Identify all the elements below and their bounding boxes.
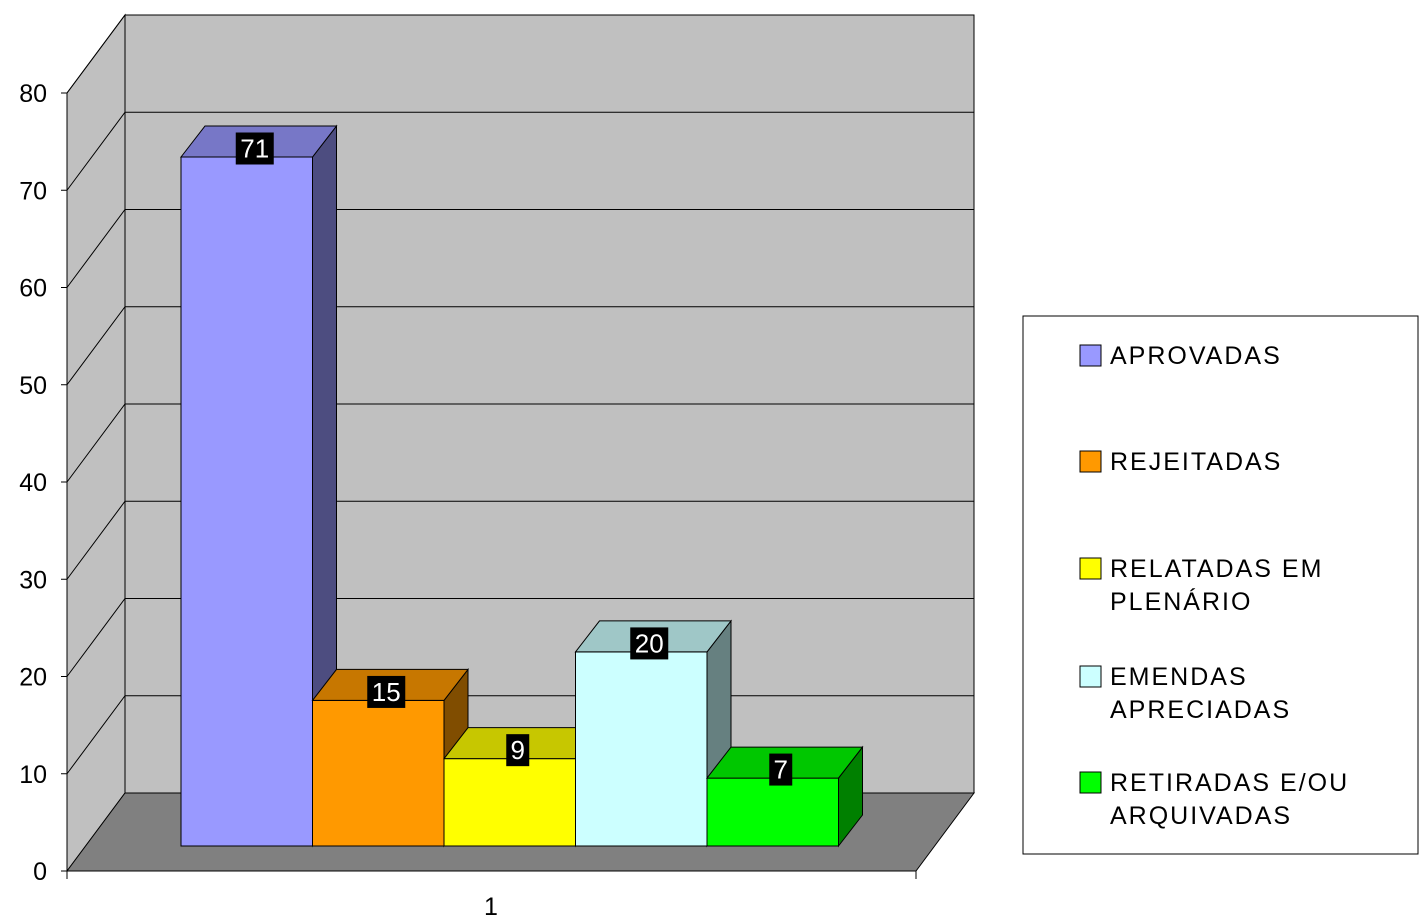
legend-label: RETIRADAS E/OU ARQUIVADAS — [1110, 769, 1349, 830]
legend-entry: REJEITADAS — [1079, 448, 1282, 476]
legend-entry: RELATADAS EM PLENÁRIO — [1079, 555, 1323, 616]
y-tick-label: 80 — [19, 80, 47, 108]
y-tick-label: 30 — [19, 566, 47, 594]
bar-front — [312, 699, 445, 847]
data-label-box — [769, 753, 793, 786]
gridline — [66, 209, 974, 288]
gridline — [66, 306, 974, 386]
legend-swatch — [1079, 771, 1102, 794]
y-tick-label: 0 — [33, 858, 47, 886]
legend: APROVADAS REJEITADAS RELATADAS EM PLENÁRIO E… — [1022, 315, 1419, 855]
y-tick-label: 50 — [19, 372, 47, 400]
legend-label: RELATADAS EM PLENÁRIO — [1110, 555, 1323, 616]
gridline — [66, 500, 974, 580]
legend-swatch — [1079, 344, 1102, 367]
data-label: 15 — [372, 677, 401, 707]
y-tick-label: 20 — [19, 664, 47, 692]
y-tick-label: 60 — [19, 275, 47, 303]
bar-retiradas-e-ou-arquivadas — [705, 745, 864, 848]
bar-front — [180, 156, 313, 847]
legend-label: EMENDAS APRECIADAS — [1110, 663, 1291, 724]
y-tick-label: 70 — [19, 177, 47, 205]
data-label-box — [506, 734, 530, 767]
x-tick-label: 1 — [484, 893, 498, 918]
legend-label: REJEITADAS — [1110, 448, 1282, 476]
data-label-box — [367, 675, 406, 708]
legend-swatch — [1079, 557, 1102, 580]
gridline — [66, 403, 974, 483]
bar-aprovadas — [179, 124, 338, 848]
gridline — [66, 14, 974, 94]
legend-entry: EMENDAS APRECIADAS — [1079, 663, 1291, 724]
legend-entry: APROVADAS — [1079, 342, 1282, 370]
bar-rejeitadas — [311, 667, 470, 848]
y-tick-label: 10 — [19, 761, 47, 789]
data-label: 20 — [635, 628, 664, 658]
data-label: 9 — [511, 735, 525, 765]
data-label-box — [235, 132, 274, 165]
gridline — [66, 598, 974, 677]
data-label-box — [630, 627, 669, 660]
legend-label: APROVADAS — [1110, 342, 1282, 370]
y-tick-label: 40 — [19, 469, 47, 497]
data-label: 7 — [774, 755, 788, 785]
bar-front — [706, 777, 839, 847]
gridline — [66, 111, 974, 191]
legend-swatch — [1079, 665, 1102, 688]
legend-swatch — [1079, 450, 1102, 473]
legend-entry: RETIRADAS E/OU ARQUIVADAS — [1079, 769, 1349, 830]
legend-box — [1022, 315, 1419, 855]
data-label: 71 — [240, 134, 269, 164]
bar-emendas-apreciadas — [574, 619, 733, 848]
bar-front — [443, 758, 576, 847]
bar-front — [575, 651, 708, 847]
